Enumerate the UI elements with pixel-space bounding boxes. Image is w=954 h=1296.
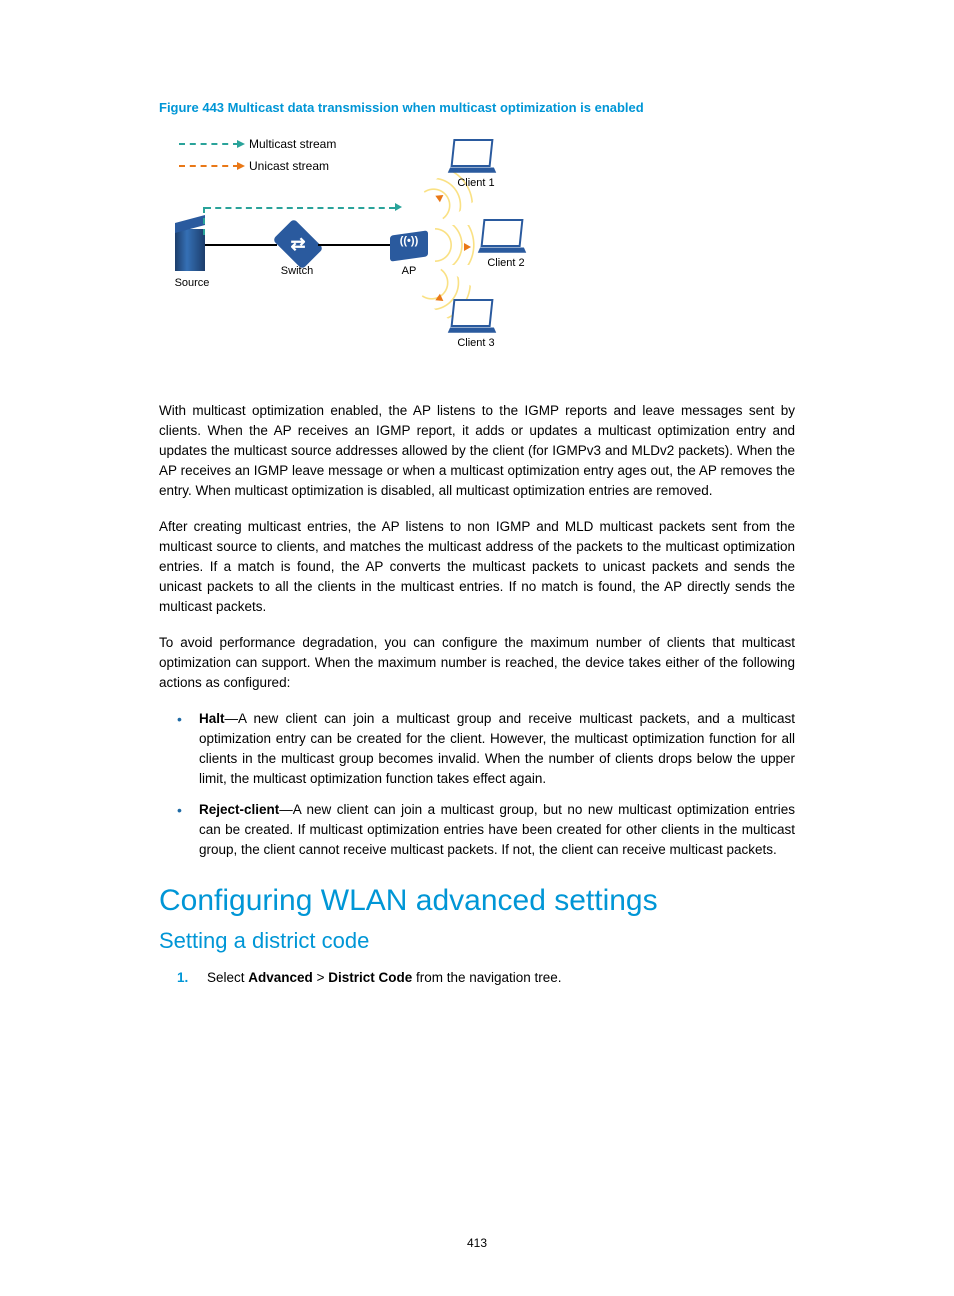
option-halt: Halt—A new client can join a multicast g… (187, 709, 795, 789)
option-halt-name: Halt (199, 711, 225, 726)
option-halt-text: —A new client can join a multicast group… (199, 711, 795, 786)
heading-configuring: Configuring WLAN advanced settings (159, 884, 795, 918)
switch-label: Switch (271, 265, 323, 277)
client1-label: Client 1 (451, 177, 501, 189)
paragraph-3: To avoid performance degradation, you ca… (159, 633, 795, 693)
switch-icon: ⇄ (273, 219, 324, 270)
legend-multicast: .legend-line:nth-of-type(1) .dash-arrow:… (179, 137, 336, 151)
step-1-pre: Select (207, 970, 248, 985)
ap-icon: ((•)) (390, 230, 428, 261)
page-number: 413 (0, 1236, 954, 1250)
multicast-arrowhead (395, 203, 402, 211)
option-reject-name: Reject-client (199, 802, 279, 817)
paragraph-1: With multicast optimization enabled, the… (159, 401, 795, 501)
client3-icon (449, 299, 495, 335)
step-1-mid: > (313, 970, 328, 985)
legend-unicast-label: Unicast stream (249, 159, 329, 173)
link-source-switch (205, 244, 277, 246)
legend-unicast: .legend-line:nth-of-type(2) .dash-arrow:… (179, 159, 329, 173)
step-1-b2: District Code (328, 970, 412, 985)
multicast-arrow (205, 207, 395, 209)
figure-caption: Figure 443 Multicast data transmission w… (159, 100, 795, 115)
options-list: Halt—A new client can join a multicast g… (159, 709, 795, 861)
legend-multicast-label: Multicast stream (249, 137, 336, 151)
network-diagram: .legend-line:nth-of-type(1) .dash-arrow:… (159, 127, 559, 377)
client2-label: Client 2 (481, 257, 531, 269)
link-switch-ap (318, 244, 390, 246)
step-1: ol.steps li::before{color:#0096d6} Selec… (193, 968, 795, 988)
option-reject: Reject-client—A new client can join a mu… (187, 800, 795, 860)
ap-label: AP (389, 265, 429, 277)
document-page: { "colors": { "brand_blue": "#0096d6", "… (0, 0, 954, 1296)
steps-list: ol.steps li::before{color:#0096d6} Selec… (159, 968, 795, 988)
client2-icon (479, 219, 525, 255)
client1-icon (449, 139, 495, 175)
option-reject-text: —A new client can join a multicast group… (199, 802, 795, 857)
client3-label: Client 3 (451, 337, 501, 349)
paragraph-2: After creating multicast entries, the AP… (159, 517, 795, 617)
wifi-signal-icon (435, 225, 485, 265)
step-1-b1: Advanced (248, 970, 313, 985)
source-icon (175, 219, 205, 271)
source-label: Source (167, 277, 217, 289)
multicast-arrow-stub (203, 207, 205, 235)
heading-district-code: Setting a district code (159, 928, 795, 954)
unicast-arrowhead (464, 243, 471, 251)
step-1-post: from the navigation tree. (412, 970, 561, 985)
